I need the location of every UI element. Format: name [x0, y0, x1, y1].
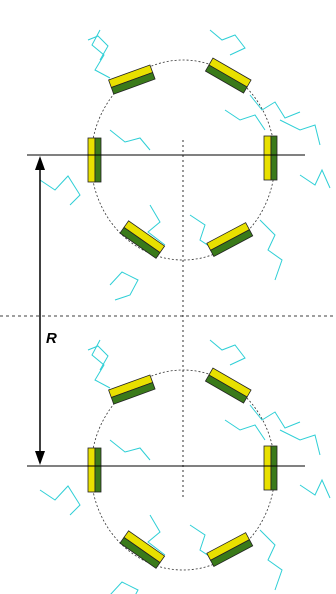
- distance-label: R: [46, 330, 57, 347]
- arrow-head-top: [35, 156, 45, 170]
- page: R (() => { const data = JSON.parse(docum…: [0, 0, 336, 594]
- figure: R: [0, 0, 336, 594]
- upper-ring: [40, 30, 330, 300]
- arrow-head-bottom: [35, 451, 45, 465]
- lower-ring: [40, 340, 330, 594]
